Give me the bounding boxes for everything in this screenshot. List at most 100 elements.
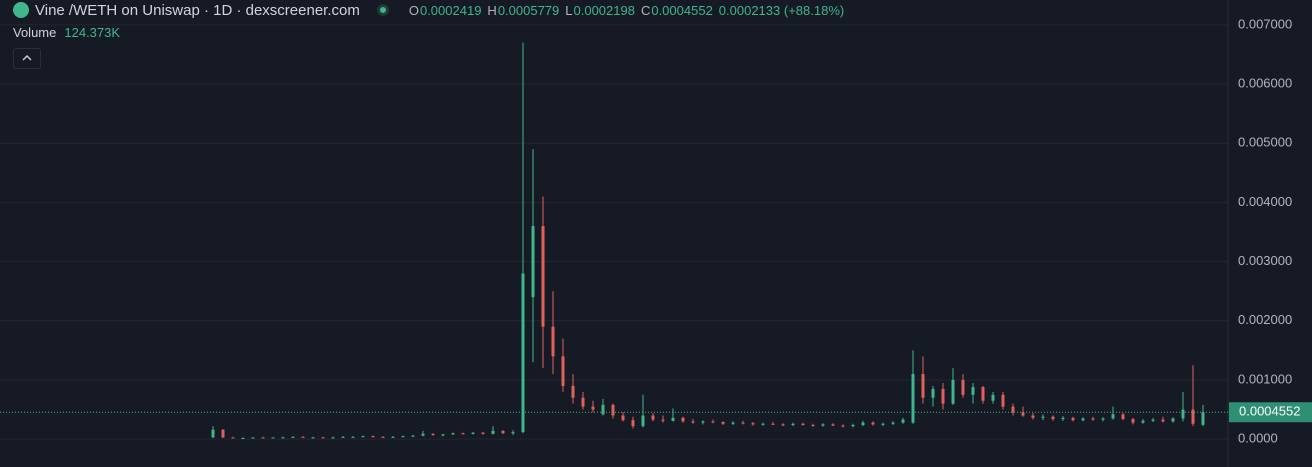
candle-body xyxy=(451,433,455,435)
candle-body xyxy=(521,273,525,433)
candle-body xyxy=(571,385,575,398)
candle-body xyxy=(1131,419,1135,423)
candle-body xyxy=(721,422,725,424)
candle-body xyxy=(531,226,535,298)
candle-body xyxy=(871,422,875,425)
candle-body xyxy=(831,424,835,426)
candle-body xyxy=(1161,419,1165,422)
last-price-box xyxy=(1229,402,1312,423)
candle-body xyxy=(421,433,425,436)
candle-body xyxy=(321,437,325,439)
candle-body xyxy=(1021,412,1025,416)
candle-body xyxy=(981,387,985,401)
candle-body xyxy=(1001,394,1005,407)
candle-body xyxy=(901,419,905,423)
candle-body xyxy=(501,430,505,434)
candle-body xyxy=(491,430,495,434)
header: Vine /WETH on Uniswap · 1D · dexscreener… xyxy=(0,0,844,20)
candle-body xyxy=(1051,416,1055,420)
y-tick-label: 0.006000 xyxy=(1238,75,1292,90)
change: 0.0002133 (+88.18%) xyxy=(718,2,845,18)
y-tick-label: 0.004000 xyxy=(1238,194,1292,209)
candle-body xyxy=(931,388,935,398)
candle-body xyxy=(681,417,685,422)
candle-body xyxy=(591,406,595,410)
volume-legend: Volume 124.373K xyxy=(13,25,120,40)
candle-body xyxy=(731,422,735,424)
candle-body xyxy=(641,415,645,427)
candle-body xyxy=(1061,417,1065,420)
candle-body xyxy=(361,436,365,438)
candle-body xyxy=(1091,418,1095,420)
candle-body xyxy=(281,437,285,439)
candle-body xyxy=(1181,409,1185,419)
candle-body xyxy=(251,437,255,439)
candle-body xyxy=(461,433,465,435)
candle-body xyxy=(751,423,755,425)
candle-body xyxy=(271,437,275,439)
candle-body xyxy=(1101,418,1105,420)
candle-body xyxy=(701,421,705,423)
candle-body xyxy=(471,432,475,434)
candle-body xyxy=(351,436,355,438)
candle-body xyxy=(331,437,335,439)
candle-body xyxy=(1171,418,1175,422)
candle-body xyxy=(861,422,865,425)
candle-body xyxy=(551,326,555,357)
candle-body xyxy=(1121,414,1125,420)
candle-body xyxy=(921,374,925,398)
candle-body xyxy=(391,436,395,438)
candle-body xyxy=(1011,406,1015,413)
candle-body xyxy=(241,437,245,439)
candle-body xyxy=(851,424,855,427)
candle-body xyxy=(511,432,515,434)
candle-body xyxy=(221,429,225,438)
candle-body xyxy=(651,415,655,420)
candle-body xyxy=(801,423,805,425)
candle-body xyxy=(231,437,235,439)
candle-body xyxy=(1111,414,1115,419)
candle-body xyxy=(1151,419,1155,421)
candle-body xyxy=(881,423,885,425)
candle-body xyxy=(671,417,675,421)
candle-body xyxy=(1191,409,1195,424)
candle-body xyxy=(741,422,745,424)
candle-body xyxy=(1201,412,1205,425)
collapse-button[interactable] xyxy=(13,48,41,69)
candle-body xyxy=(621,415,625,421)
volume-value: 124.373K xyxy=(64,25,121,40)
candle-body xyxy=(561,356,565,386)
candle-body xyxy=(601,404,605,415)
candle-body xyxy=(261,437,265,439)
candle-body xyxy=(771,423,775,425)
last-price-label: 0.0004552 xyxy=(1239,404,1300,419)
token-logo xyxy=(13,2,29,18)
candle-body xyxy=(821,424,825,426)
candle-body xyxy=(891,422,895,424)
y-tick-label: 0.001000 xyxy=(1238,371,1292,386)
ohlc-key: O xyxy=(408,2,419,18)
candle-body xyxy=(611,404,615,416)
candle-body xyxy=(381,436,385,438)
ohlc-value: 0.0004552 xyxy=(651,2,713,18)
candle-body xyxy=(541,226,545,327)
y-tick-label: 0.007000 xyxy=(1238,16,1292,31)
ohlc-value: 0.0005779 xyxy=(497,2,560,18)
volume-label: Volume xyxy=(13,25,57,40)
candle-body xyxy=(971,387,975,395)
candle-body xyxy=(1031,415,1035,418)
chevron-icon xyxy=(22,55,32,61)
ohlc-key: H xyxy=(487,2,497,18)
candle-body xyxy=(961,379,965,395)
candle-body xyxy=(811,424,815,426)
candle-body xyxy=(781,424,785,426)
candle-body xyxy=(481,432,485,434)
candle-body xyxy=(841,425,845,427)
y-tick-label: 0.002000 xyxy=(1238,312,1292,327)
status-dot xyxy=(376,4,389,16)
candle-body xyxy=(691,421,695,423)
y-tick-label: 0.003000 xyxy=(1238,253,1292,268)
candle-body xyxy=(581,397,585,407)
